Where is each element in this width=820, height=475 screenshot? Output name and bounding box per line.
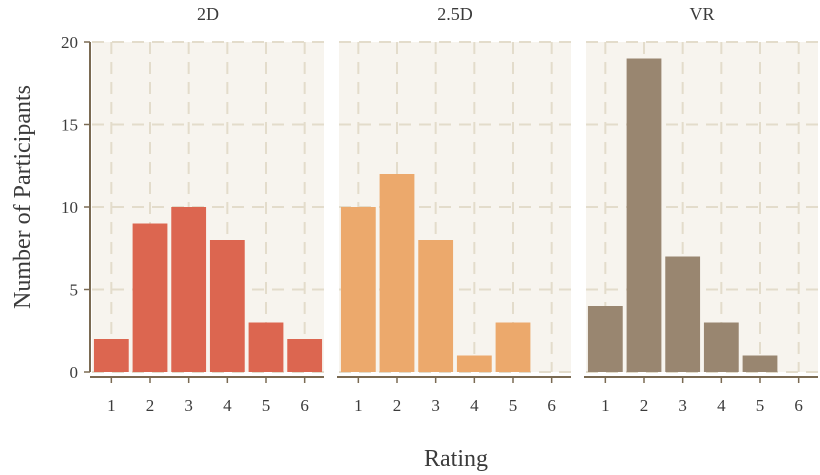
- bar-2.5D-rating-5: [495, 322, 531, 372]
- bar-2D-rating-2: [132, 223, 168, 372]
- bar-2.5D-rating-2: [379, 174, 415, 372]
- x-tick-label-1: 1: [107, 396, 116, 415]
- x-tick-label-1: 1: [601, 396, 610, 415]
- panel-background: [586, 42, 818, 372]
- y-axis-title: Number of Participants: [10, 85, 36, 309]
- x-tick-label-5: 5: [262, 396, 271, 415]
- x-tick-label-4: 4: [470, 396, 479, 415]
- y-tick-label-0: 0: [70, 363, 79, 382]
- bar-VR-rating-5: [742, 355, 778, 372]
- y-tick-label-20: 20: [61, 33, 78, 52]
- facet-title-0: 2D: [197, 4, 219, 24]
- x-tick-label-6: 6: [547, 396, 556, 415]
- bar-2.5D-rating-4: [456, 355, 492, 372]
- bar-2D-rating-6: [287, 339, 323, 372]
- facet-title-1: 2.5D: [437, 4, 473, 24]
- x-axis-title: Rating: [424, 446, 488, 472]
- x-tick-label-3: 3: [678, 396, 687, 415]
- y-tick-label-15: 15: [61, 116, 78, 135]
- bar-2D-rating-5: [248, 322, 284, 372]
- x-tick-label-3: 3: [184, 396, 193, 415]
- bar-VR-rating-4: [703, 322, 739, 372]
- x-tick-label-4: 4: [717, 396, 726, 415]
- x-tick-label-5: 5: [509, 396, 518, 415]
- panel-2: VR 1 2 3 4 5 6: [584, 4, 818, 415]
- bar-2D-rating-3: [171, 207, 207, 372]
- panel-1: 2.5D 1 2 3 4 5 6: [337, 4, 571, 415]
- y-tick-label-5: 5: [70, 281, 79, 300]
- x-tick-label-4: 4: [223, 396, 232, 415]
- bar-2D-rating-1: [93, 339, 129, 372]
- x-tick-label-2: 2: [640, 396, 649, 415]
- bar-VR-rating-2: [626, 58, 662, 372]
- x-tick-label-3: 3: [431, 396, 440, 415]
- panel-0: 2D 1 2 3 4 5 6: [90, 4, 324, 415]
- bar-VR-rating-3: [665, 256, 701, 372]
- panel-background: [92, 42, 324, 372]
- x-tick-label-5: 5: [756, 396, 765, 415]
- panel-background: [339, 42, 571, 372]
- bar-2.5D-rating-1: [340, 207, 376, 372]
- bar-2.5D-rating-3: [418, 240, 454, 372]
- y-tick-label-10: 10: [61, 198, 78, 217]
- bar-2D-rating-4: [209, 240, 245, 372]
- x-tick-label-1: 1: [354, 396, 363, 415]
- facet-title-2: VR: [689, 4, 714, 24]
- x-tick-label-6: 6: [300, 396, 309, 415]
- x-tick-label-2: 2: [393, 396, 402, 415]
- x-tick-label-2: 2: [146, 396, 155, 415]
- x-tick-label-6: 6: [794, 396, 803, 415]
- bar-VR-rating-1: [587, 306, 623, 372]
- panels-layer: 0 5 10 15 20 2D 1 2 3 4 5 6 2.5D 1 2 3 4 5 6 VR 1 2 3 4 5 6: [61, 4, 818, 415]
